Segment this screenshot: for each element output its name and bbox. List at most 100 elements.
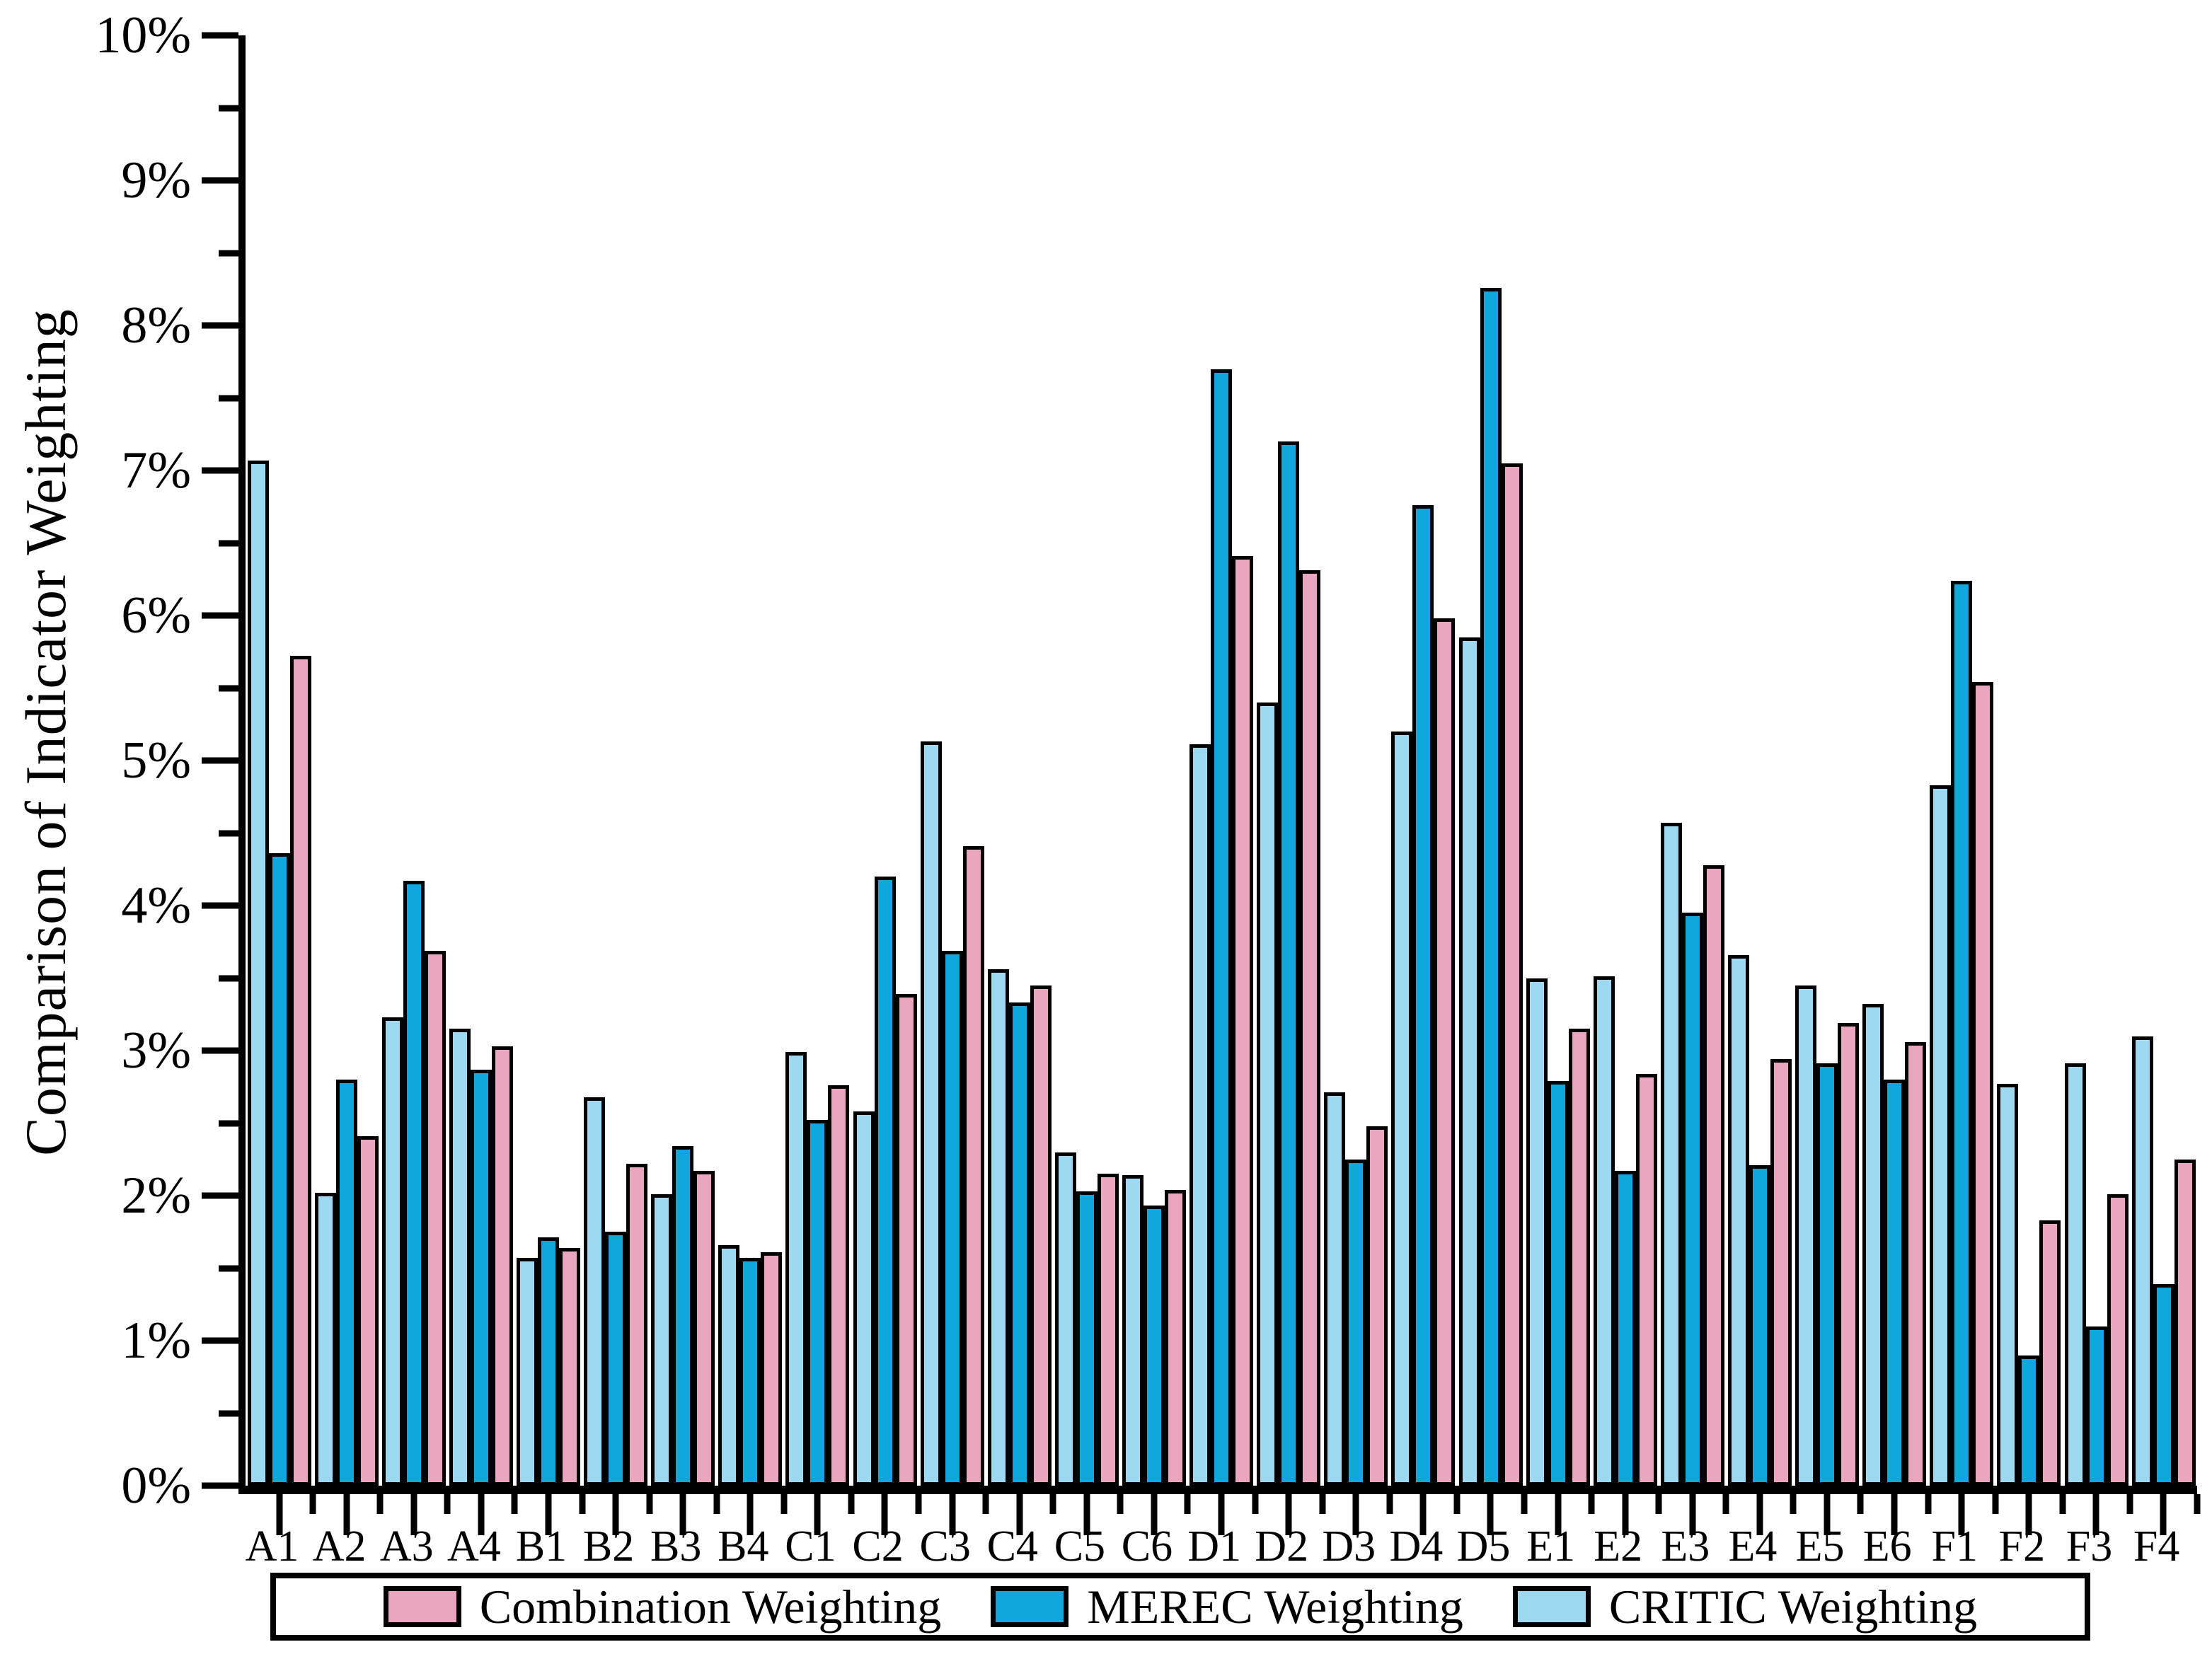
bar-C1-merec <box>807 1120 829 1486</box>
bar-C3-merec <box>941 950 963 1486</box>
x-major-tick <box>478 1494 485 1535</box>
bar-D5-critic <box>1458 637 1480 1486</box>
bar-A4-merec <box>470 1069 492 1486</box>
bar-D3-merec <box>1345 1159 1367 1486</box>
x-label-D4: D4 <box>1389 1522 1444 1571</box>
x-major-tick <box>1285 1494 1292 1535</box>
x-label-B4: B4 <box>718 1522 769 1571</box>
bar-E4-combination <box>1770 1059 1792 1486</box>
bar-D5-merec <box>1480 287 1502 1486</box>
y-major-tick <box>202 1047 238 1054</box>
x-minor-tick <box>1386 1494 1393 1514</box>
x-minor-tick <box>1655 1494 1662 1514</box>
bar-A2-critic <box>314 1192 336 1486</box>
bar-B4-combination <box>761 1252 783 1486</box>
bar-B1-critic <box>516 1258 538 1486</box>
y-tick-label-5: 5% <box>121 732 191 790</box>
bar-C6-merec <box>1143 1206 1165 1486</box>
x-major-tick <box>1419 1494 1427 1535</box>
bar-B3-combination <box>693 1171 715 1486</box>
x-label-A2: A2 <box>312 1522 367 1571</box>
bar-A1-merec <box>268 853 290 1486</box>
bar-C2-critic <box>853 1111 875 1486</box>
x-label-D3: D3 <box>1322 1522 1376 1571</box>
bar-D5-combination <box>1501 463 1523 1486</box>
x-label-F4: F4 <box>2133 1522 2180 1571</box>
x-minor-tick <box>1722 1494 1729 1514</box>
x-minor-tick <box>309 1494 316 1514</box>
y-minor-tick <box>219 105 238 111</box>
x-major-tick <box>1555 1494 1562 1535</box>
bar-group-B2 <box>582 35 650 1486</box>
y-major-tick <box>202 1337 238 1344</box>
bar-F2-critic <box>1997 1084 2019 1486</box>
x-label-E6: E6 <box>1862 1522 1912 1571</box>
x-major-tick <box>1352 1494 1359 1535</box>
bar-F1-merec <box>1951 580 1973 1486</box>
x-label-C3: C3 <box>919 1522 971 1571</box>
x-minor-tick <box>780 1494 788 1514</box>
x-major-tick <box>343 1494 350 1535</box>
bar-A3-critic <box>381 1017 403 1486</box>
bar-E3-merec <box>1681 913 1703 1486</box>
x-major-tick <box>2160 1494 2167 1535</box>
bar-B1-combination <box>558 1247 580 1486</box>
legend-item-combination: Combination Weighting <box>383 1579 941 1635</box>
bar-group-A4 <box>447 35 514 1486</box>
bar-B3-merec <box>672 1146 694 1486</box>
x-major-tick <box>1824 1494 1831 1535</box>
bar-A4-combination <box>491 1046 513 1486</box>
legend-label: CRITIC Weighting <box>1608 1579 1978 1634</box>
bar-group-B4 <box>717 35 784 1486</box>
y-tick-label-6: 6% <box>121 586 191 644</box>
bar-D1-combination <box>1232 555 1254 1486</box>
bar-B2-critic <box>584 1097 606 1486</box>
bar-D1-merec <box>1211 369 1233 1486</box>
y-major-tick <box>202 612 238 619</box>
bar-C6-combination <box>1164 1189 1186 1486</box>
x-major-tick <box>276 1494 283 1535</box>
bar-group-E6 <box>1861 35 1928 1486</box>
x-minor-tick <box>848 1494 855 1514</box>
x-major-tick <box>814 1494 821 1535</box>
y-minor-tick <box>219 685 238 691</box>
x-label-E5: E5 <box>1795 1522 1845 1571</box>
bar-C6-critic <box>1122 1175 1144 1486</box>
bar-F3-critic <box>2064 1063 2086 1486</box>
x-minor-tick <box>1049 1494 1056 1514</box>
y-minor-tick <box>219 975 238 981</box>
bar-D4-critic <box>1391 732 1413 1486</box>
x-major-tick <box>1891 1494 1898 1535</box>
bar-C1-critic <box>785 1052 807 1486</box>
y-major-tick <box>202 322 238 329</box>
y-minor-tick <box>219 540 238 546</box>
bar-E4-critic <box>1727 954 1749 1486</box>
legend-swatch-combination <box>383 1586 461 1627</box>
bar-A4-critic <box>449 1029 471 1486</box>
x-minor-tick <box>1925 1494 1932 1514</box>
legend-swatch-merec <box>991 1586 1069 1627</box>
x-axis-category-labels: A1 A2 A3 A4 B1 B2 B3 B4 C1 C2 C3 C4 C5 C6 D1 D2 D3 D4 D5 E1… <box>238 1522 2190 1571</box>
bar-B4-critic <box>718 1244 740 1486</box>
x-minor-tick <box>1252 1494 1259 1514</box>
bar-group-E1 <box>1524 35 1591 1486</box>
legend-item-merec: MEREC Weighting <box>991 1579 1463 1635</box>
y-major-tick <box>202 902 238 909</box>
bar-B4-merec <box>739 1258 761 1486</box>
x-major-tick <box>1218 1494 1225 1535</box>
x-minor-tick <box>2126 1494 2133 1514</box>
bar-F1-combination <box>1972 682 1994 1486</box>
x-label-B3: B3 <box>650 1522 702 1571</box>
bar-group-F3 <box>2063 35 2130 1486</box>
y-major-tick <box>202 32 238 39</box>
bar-E2-combination <box>1635 1073 1657 1486</box>
x-label-E2: E2 <box>1594 1522 1643 1571</box>
bar-group-C2 <box>851 35 918 1486</box>
bar-group-C5 <box>1053 35 1120 1486</box>
bar-C3-critic <box>920 741 942 1486</box>
bar-D4-merec <box>1412 505 1434 1486</box>
bar-group-B1 <box>514 35 582 1486</box>
y-minor-tick <box>219 1120 238 1126</box>
x-label-E3: E3 <box>1661 1522 1710 1571</box>
